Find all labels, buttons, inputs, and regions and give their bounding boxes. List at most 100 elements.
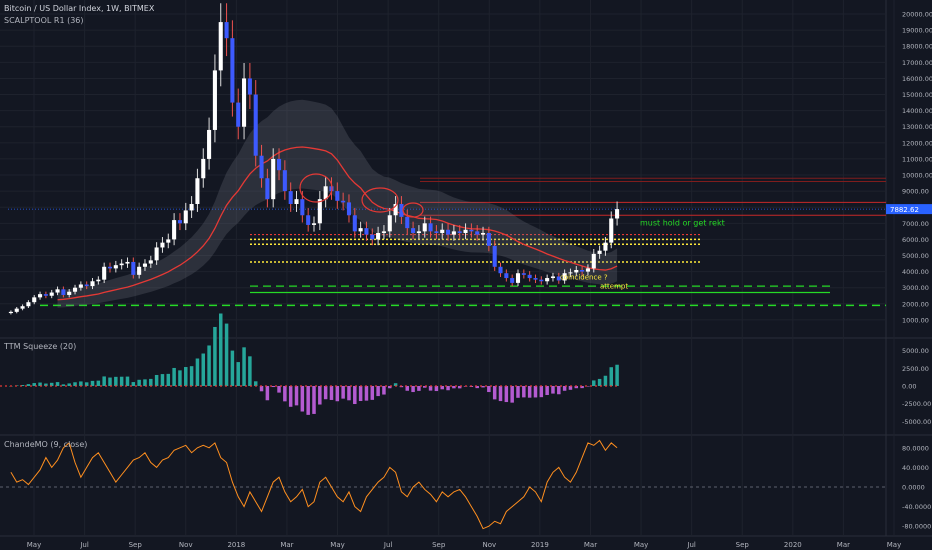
squeeze-bar — [288, 386, 293, 407]
squeeze-bar — [592, 380, 596, 386]
candle-body — [107, 266, 113, 269]
candle-body — [323, 186, 328, 200]
candle-body — [26, 302, 31, 307]
candle-body — [212, 70, 217, 130]
squeeze-bar — [306, 386, 310, 415]
squeeze-bar — [510, 386, 514, 403]
squeeze-tick-label: 5000.00 — [902, 347, 929, 355]
candle-body — [195, 178, 200, 204]
candle-body — [387, 215, 392, 232]
squeeze-bar — [481, 386, 485, 388]
hand-drawn-circle — [361, 187, 399, 213]
squeeze-bar — [341, 386, 345, 399]
squeeze-bar — [545, 386, 549, 395]
candle-body — [142, 263, 148, 267]
squeeze-bar — [428, 386, 433, 391]
candle-body — [358, 228, 363, 232]
candle-body — [335, 191, 340, 201]
x-tick-label: Mar — [280, 541, 293, 549]
candle-body — [562, 273, 567, 281]
squeeze-bar — [230, 350, 235, 386]
candle-body — [556, 276, 561, 281]
squeeze-bar — [557, 386, 561, 395]
candle-body — [125, 261, 130, 264]
axis-labels: May Jul Sep Nov 2018 Mar May Jul Sep Nov 2019 Mar Ma… — [27, 11, 932, 549]
squeeze-bar — [218, 313, 223, 386]
candle-body — [533, 278, 538, 280]
cmo-tick-label: 80.0000 — [902, 444, 929, 452]
squeeze-histogram[interactable] — [0, 313, 620, 415]
candle-body — [370, 234, 375, 240]
x-tick-label: Nov — [482, 541, 496, 549]
hand-drawn-circle — [402, 202, 424, 218]
candlestick-series[interactable] — [8, 3, 620, 315]
candle-body — [550, 276, 556, 279]
squeeze-bar — [178, 370, 182, 386]
candle-body — [346, 202, 352, 216]
x-tick-label: May — [330, 541, 344, 549]
squeeze-bar — [358, 386, 363, 402]
candle-body — [207, 129, 212, 159]
candle-body — [580, 270, 585, 272]
cmo-tick-label: -80.0000 — [902, 523, 931, 531]
candle-body — [172, 220, 177, 240]
x-tick-label: May — [887, 541, 901, 549]
candle-body — [160, 242, 165, 248]
envelope-band — [57, 99, 618, 308]
y-tick-label: 9000.00 — [902, 188, 929, 196]
squeeze-bar — [125, 376, 130, 386]
candle-body — [230, 38, 235, 103]
squeeze-bar — [353, 386, 357, 405]
candle-body — [463, 229, 468, 233]
y-tick-label: 7000.00 — [902, 220, 929, 228]
candle-body — [154, 247, 159, 261]
squeeze-bar — [527, 386, 532, 398]
squeeze-bar — [370, 386, 375, 400]
candle-body — [271, 158, 276, 200]
candle-body — [364, 228, 369, 235]
y-tick-label: 16000.00 — [902, 75, 932, 83]
cmo-tick-label: 40.0000 — [902, 464, 929, 472]
candle-body — [253, 94, 258, 156]
candle-body — [137, 266, 142, 275]
y-tick-label: 15000.00 — [902, 91, 932, 99]
candle-body — [32, 297, 37, 303]
candle-body — [177, 220, 182, 224]
chart-title: Bitcoin / US Dollar Index, 1W, BITMEX — [4, 4, 155, 13]
squeeze-bar — [376, 386, 380, 397]
squeeze-bar — [67, 383, 71, 386]
y-tick-label: 13000.00 — [902, 123, 932, 131]
squeeze-bar — [603, 375, 608, 386]
y-tick-label: 19000.00 — [902, 27, 932, 35]
squeeze-bar — [586, 386, 590, 387]
candle-body — [148, 260, 153, 264]
candle-body — [376, 232, 381, 240]
candle-body — [475, 231, 480, 235]
squeeze-bar — [184, 367, 188, 386]
squeeze-bar — [26, 384, 31, 386]
candle-body — [422, 223, 427, 232]
candle-body — [224, 22, 229, 39]
candle-body — [247, 78, 252, 95]
squeeze-bar — [277, 386, 281, 393]
squeeze-bar — [498, 386, 503, 402]
candle-body — [411, 228, 416, 233]
squeeze-bar — [108, 377, 112, 386]
squeeze-bar — [318, 386, 322, 405]
candle-body — [311, 223, 317, 225]
squeeze-bar — [475, 386, 479, 389]
candle-body — [294, 199, 299, 204]
x-tick-label: 2019 — [531, 541, 549, 549]
annotation-attempt: attempt — [600, 283, 628, 291]
candle-body — [510, 278, 515, 283]
squeeze-bar — [236, 362, 240, 386]
cmo-line[interactable] — [0, 439, 886, 530]
candle-body — [515, 273, 521, 283]
candle-body — [446, 229, 451, 235]
candle-body — [405, 216, 410, 229]
candle-body — [218, 22, 223, 71]
candle-body — [603, 242, 608, 251]
squeeze-bar — [137, 379, 141, 386]
squeeze-bar — [131, 382, 136, 386]
candle-body — [539, 279, 544, 282]
